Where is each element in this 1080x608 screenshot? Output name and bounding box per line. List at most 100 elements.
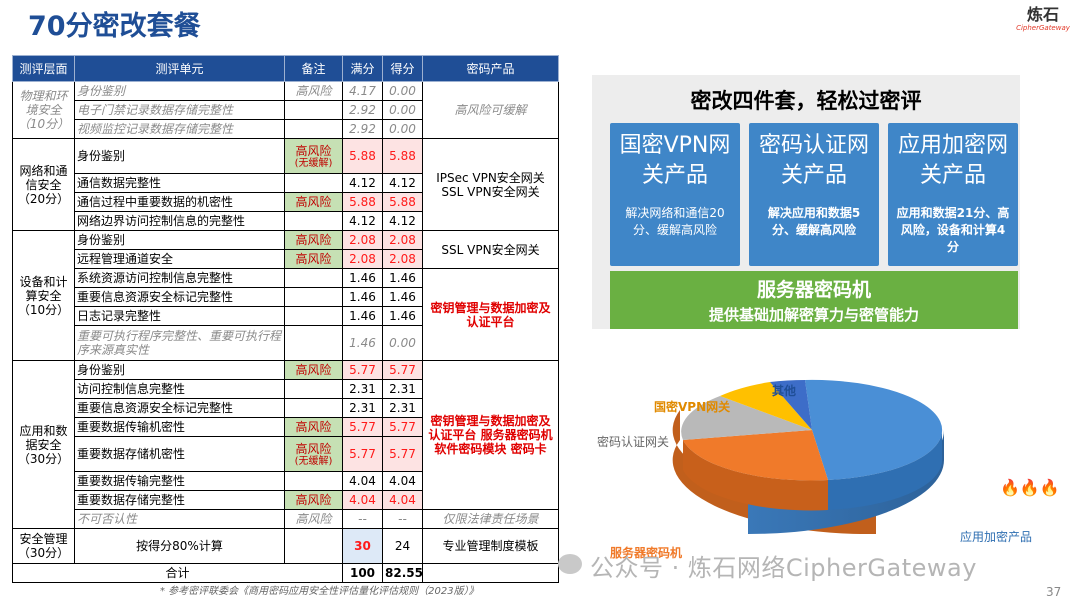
full-cell: 1.46 xyxy=(342,325,383,361)
full-cell: 2.92 xyxy=(342,100,383,120)
full-cell: -- xyxy=(342,509,383,529)
product-device-bottom: 密钥管理与数据加密及认证平台 xyxy=(422,268,559,361)
unit-cell: 电子门禁记录数据存储完整性 xyxy=(74,100,285,120)
table-row: 网络边界访问控制信息的完整性 4.12 4.12 xyxy=(13,211,559,231)
risk-badge: 高风险 (无缓解) xyxy=(284,436,343,472)
total-full: 100 xyxy=(342,563,383,583)
header-full: 满分 xyxy=(342,55,383,82)
score-cell: 4.12 xyxy=(382,211,423,231)
unit-cell: 身份鉴别 xyxy=(74,81,285,101)
note-cell xyxy=(284,471,343,491)
note-cell xyxy=(284,100,343,120)
full-cell: 4.12 xyxy=(342,211,383,231)
unit-cell: 访问控制信息完整性 xyxy=(74,379,285,399)
score-cell: 0.00 xyxy=(382,81,423,101)
full-cell: 2.31 xyxy=(342,379,383,399)
unit-cell: 远程管理通道安全 xyxy=(74,249,285,269)
table-row: 网络和通信安全（20分） 身份鉴别 高风险 (无缓解) 5.88 5.88 IPS… xyxy=(12,138,559,231)
watermark-text: 公众号 · 炼石网络CipherGateway xyxy=(590,554,977,582)
table-row: 重要数据传输机密性 高风险 5.77 5.77 xyxy=(13,417,559,437)
unit-cell: 重要信息资源安全标记完整性 xyxy=(74,287,285,307)
full-cell: 4.12 xyxy=(342,173,383,193)
product-box-auth: 密码认证网关产品 解决应用和数据5分、缓解高风险 xyxy=(749,123,879,266)
note-cell xyxy=(284,379,343,399)
server-subtitle: 提供基础加解密算力与密管能力 xyxy=(708,306,919,324)
pie-label-vpn: 国密VPN网关 xyxy=(654,400,731,414)
pie-slice-auth xyxy=(681,396,812,440)
score-cell: 0.00 xyxy=(382,119,423,139)
table-row: 重要信息资源安全标记完整性 1.46 1.46 xyxy=(13,287,559,307)
full-cell: 4.17 xyxy=(342,81,383,101)
area-app: 应用和数据安全（30分） xyxy=(12,360,75,529)
score-cell: 2.31 xyxy=(382,379,423,399)
full-cell: 1.46 xyxy=(342,268,383,288)
product-pie-chart xyxy=(672,379,944,535)
product-app-main: 密钥管理与数据加密及认证平台 服务器密码机 软件密码模块 密码卡 xyxy=(422,360,559,510)
table-row: 通信数据完整性 4.12 4.12 xyxy=(13,173,559,193)
risk-badge: 高风险 xyxy=(284,249,343,269)
table-row: 应用和数据安全（30分） 身份鉴别 高风险 5.77 5.77 密钥管理与数据加… xyxy=(12,360,559,529)
score-cell: 1.46 xyxy=(382,268,423,288)
risk-text: 高风险 xyxy=(295,143,332,158)
table-row: 重要数据存储完整性 高风险 4.04 4.04 xyxy=(13,490,559,510)
table-row: 电子门禁记录数据存储完整性 2.92 0.00 xyxy=(13,100,559,120)
score-cell: -- xyxy=(382,509,423,529)
full-cell: 4.04 xyxy=(342,490,383,510)
full-cell: 5.88 xyxy=(342,138,383,174)
unit-cell: 按得分80%计算 xyxy=(74,528,285,564)
score-cell: 1.46 xyxy=(382,287,423,307)
pie-label-auth: 密码认证网关 xyxy=(597,435,670,449)
product-panel: 密改四件套，轻松过密评 国密VPN网关产品 解决网络和通信20分、缓解高风险 密… xyxy=(592,75,1020,329)
unit-cell: 重要信息资源安全标记完整性 xyxy=(74,398,285,418)
score-cell: 2.08 xyxy=(382,230,423,250)
note-cell xyxy=(284,211,343,231)
wechat-icon xyxy=(558,554,582,574)
pie-slice-server xyxy=(683,430,828,481)
product-box-title: 应用加密网关产品 xyxy=(897,133,1008,188)
table-row: 视频监控记录数据存储完整性 2.92 0.00 xyxy=(13,119,559,139)
unit-cell: 身份鉴别 xyxy=(74,230,285,250)
risk-badge: 高风险 xyxy=(284,192,343,212)
area-mgmt: 安全管理（30分） xyxy=(12,528,75,564)
fire-icon: 🔥 xyxy=(1000,478,1020,497)
table-row: 不可否认性 高风险 -- -- 仅限法律责任场景 xyxy=(13,509,559,529)
area-network: 网络和通信安全（20分） xyxy=(12,138,75,231)
score-cell: 5.77 xyxy=(382,436,423,472)
pie-label-other: 其他 xyxy=(772,384,797,398)
server-title: 服务器密码机 xyxy=(756,279,871,301)
header-product: 密码产品 xyxy=(422,55,559,82)
fire-icon: 🔥 xyxy=(1039,478,1060,497)
logo-text-cn: 炼石 xyxy=(1026,5,1059,24)
note-cell xyxy=(284,119,343,139)
score-cell: 4.04 xyxy=(382,490,423,510)
table-row: 系统资源访问控制信息完整性 1.46 1.46 密钥管理与数据加密及认证平台 xyxy=(13,268,559,361)
product-box-desc: 应用和数据21分、高风险，设备和计算4分 xyxy=(896,206,1010,254)
panel-title: 密改四件套，轻松过密评 xyxy=(690,89,922,113)
score-cell: 0.00 xyxy=(382,325,423,361)
unit-cell: 不可否认性 xyxy=(74,509,285,529)
score-cell: 4.04 xyxy=(382,471,423,491)
unit-cell: 重要数据传输机密性 xyxy=(74,417,285,437)
product-device-top: SSL VPN安全网关 xyxy=(422,230,559,269)
note-cell xyxy=(284,325,343,361)
total-score: 82.55 xyxy=(382,563,423,583)
risk-subtext: (无缓解) xyxy=(294,157,333,169)
full-cell: 30 xyxy=(342,528,383,564)
product-box-app: 应用加密网关产品 应用和数据21分、高风险，设备和计算4分 xyxy=(888,123,1018,266)
unit-cell: 系统资源访问控制信息完整性 xyxy=(74,268,285,288)
full-cell: 5.77 xyxy=(342,360,383,380)
table-row: 安全管理（30分） 按得分80%计算 30 24 专业管理制度模板 xyxy=(12,528,559,564)
page-title: 70分密改套餐 xyxy=(28,11,201,42)
product-box-title: 密码认证网关产品 xyxy=(758,133,869,188)
pie-slice-vpn xyxy=(720,382,812,430)
logo-text-en: CipherGateway xyxy=(1016,24,1070,32)
risk-badge: 高风险 (无缓解) xyxy=(284,138,343,174)
product-mgmt: 专业管理制度模板 xyxy=(422,528,559,564)
note-cell xyxy=(284,287,343,307)
fire-icon: 🔥 xyxy=(1019,478,1040,497)
area-physical: 物理和环境安全（10分） xyxy=(12,81,75,139)
product-box-desc: 解决应用和数据5分、缓解高风险 xyxy=(767,206,861,237)
score-cell: 0.00 xyxy=(382,100,423,120)
note-cell: 高风险 xyxy=(284,81,343,101)
pie-label-app: 应用加密产品 xyxy=(960,530,1033,544)
